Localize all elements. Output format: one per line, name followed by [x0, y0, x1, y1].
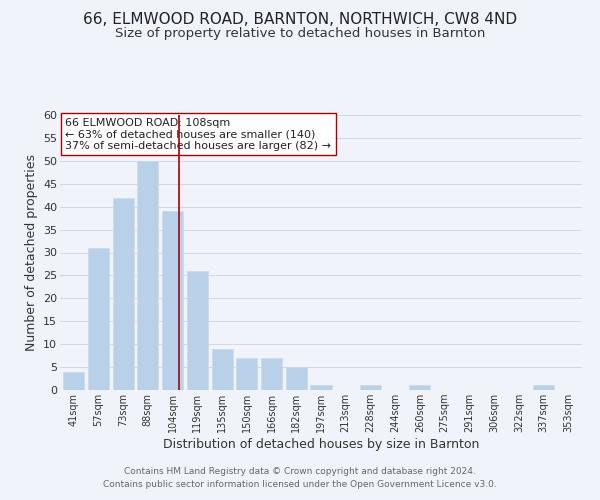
Text: 66 ELMWOOD ROAD: 108sqm
← 63% of detached houses are smaller (140)
37% of semi-d: 66 ELMWOOD ROAD: 108sqm ← 63% of detache…	[65, 118, 331, 151]
Bar	[212, 349, 233, 390]
Bar	[162, 211, 183, 390]
Bar	[533, 386, 554, 390]
Y-axis label: Number of detached properties: Number of detached properties	[25, 154, 38, 351]
Bar	[137, 161, 158, 390]
Bar	[187, 271, 208, 390]
Bar	[113, 198, 134, 390]
Text: Size of property relative to detached houses in Barnton: Size of property relative to detached ho…	[115, 28, 485, 40]
Bar	[360, 386, 381, 390]
Bar	[286, 367, 307, 390]
Bar	[236, 358, 257, 390]
Text: Contains public sector information licensed under the Open Government Licence v3: Contains public sector information licen…	[103, 480, 497, 489]
Bar	[88, 248, 109, 390]
Bar	[310, 386, 332, 390]
Bar	[261, 358, 282, 390]
X-axis label: Distribution of detached houses by size in Barnton: Distribution of detached houses by size …	[163, 438, 479, 451]
Text: 66, ELMWOOD ROAD, BARNTON, NORTHWICH, CW8 4ND: 66, ELMWOOD ROAD, BARNTON, NORTHWICH, CW…	[83, 12, 517, 28]
Bar	[63, 372, 84, 390]
Bar	[409, 386, 430, 390]
Text: Contains HM Land Registry data © Crown copyright and database right 2024.: Contains HM Land Registry data © Crown c…	[124, 467, 476, 476]
